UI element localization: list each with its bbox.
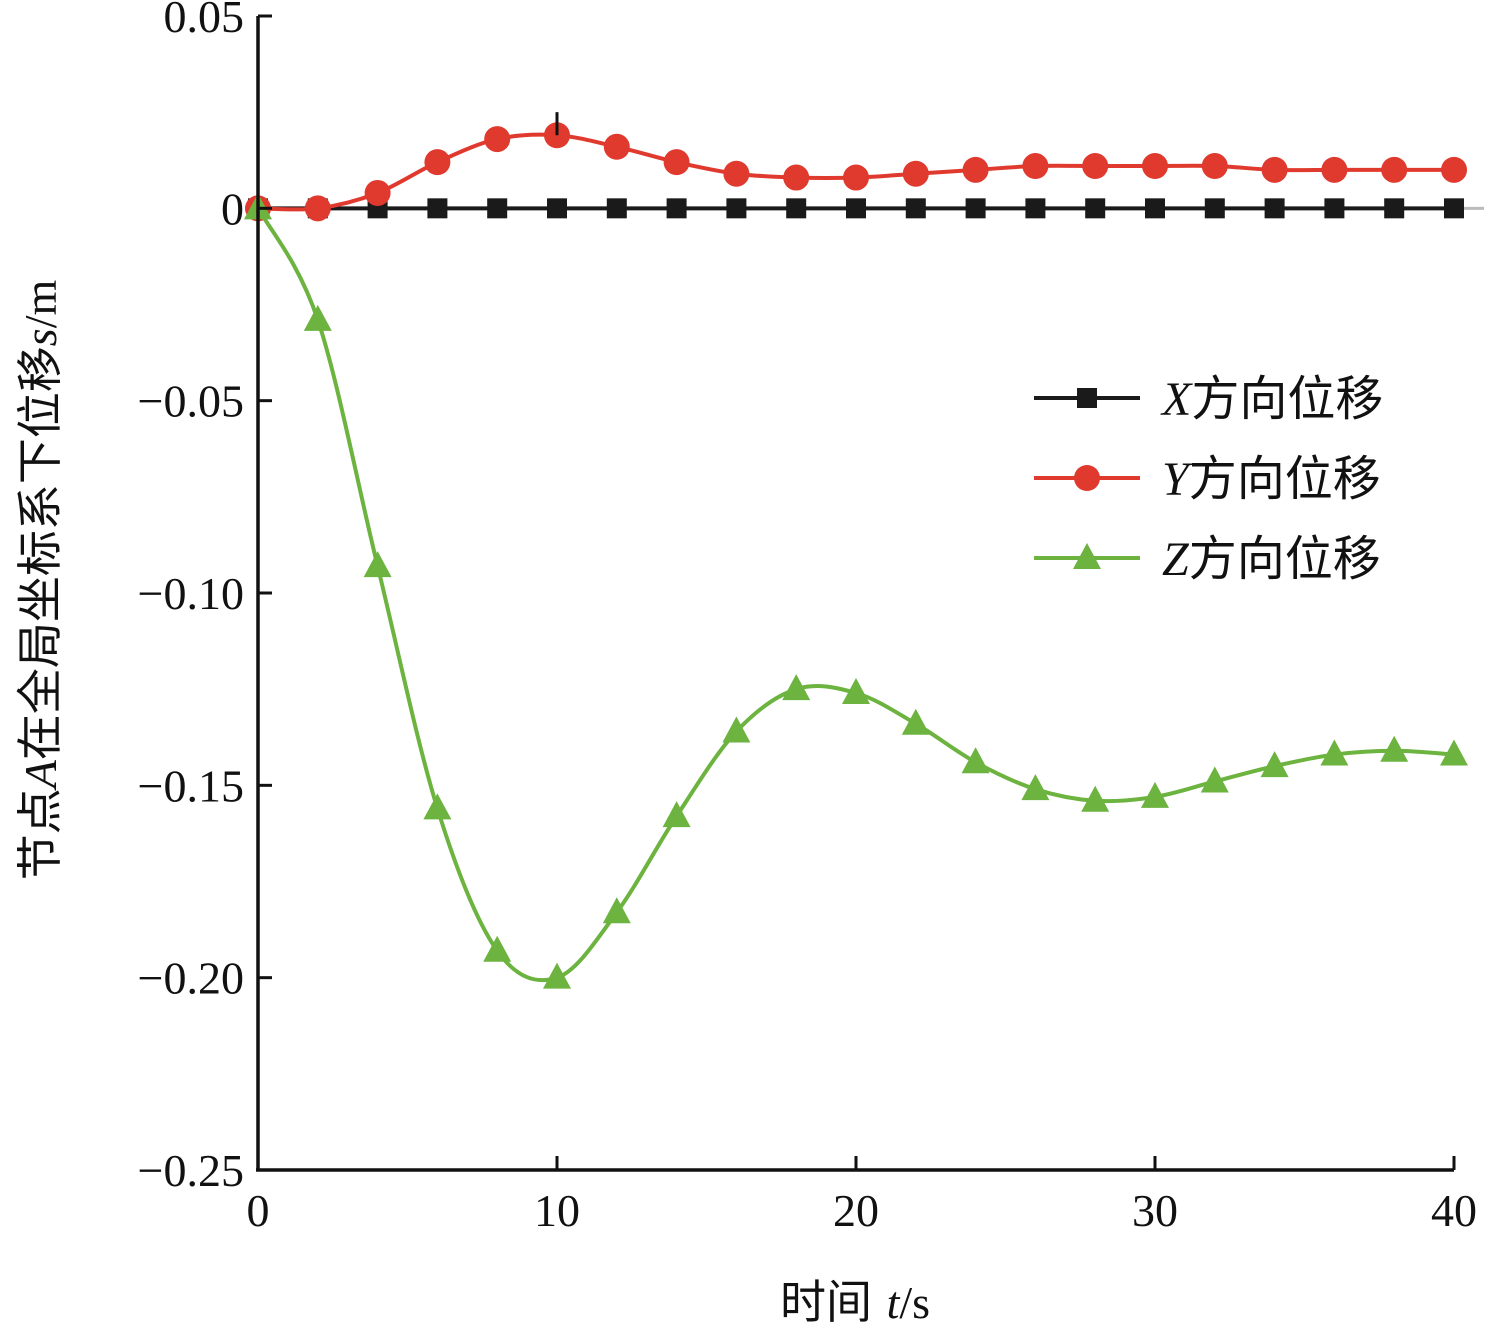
series-line xyxy=(256,207,1455,983)
legend: X方向位移 Y方向位移 Z方向位移 xyxy=(1034,371,1383,587)
legend-marker xyxy=(1074,465,1100,491)
data-point xyxy=(1021,774,1050,801)
data-point xyxy=(483,935,512,962)
y-axis-title: 节点A在全局坐标系下位移s/m xyxy=(13,279,67,880)
data-point xyxy=(905,198,926,219)
legend-label: X方向位移 xyxy=(1160,371,1383,427)
data-point xyxy=(364,179,391,206)
data-point xyxy=(783,164,810,191)
data-point xyxy=(484,126,511,153)
ticks: 0.050−0.05−0.10−0.15−0.20−0.250 10 20 30 40 xyxy=(138,0,1477,1236)
data-point xyxy=(962,156,989,183)
series-z xyxy=(244,193,1468,989)
y-tick-label: −0.20 xyxy=(138,953,244,1004)
data-point xyxy=(1201,153,1228,180)
data-point xyxy=(843,164,869,191)
data-point xyxy=(1324,198,1345,219)
data-point xyxy=(965,198,986,219)
data-point xyxy=(1142,153,1168,180)
data-point xyxy=(1264,198,1285,219)
data-point xyxy=(1081,785,1110,812)
legend-marker xyxy=(1077,388,1097,408)
data-point xyxy=(1444,198,1464,219)
data-point xyxy=(901,708,930,735)
y-tick-label: −0.05 xyxy=(138,376,244,427)
data-point xyxy=(786,198,807,219)
data-point xyxy=(603,133,630,160)
series-x xyxy=(248,198,1464,219)
data-point xyxy=(666,198,687,219)
data-point xyxy=(427,198,448,219)
data-point xyxy=(1204,198,1225,219)
data-point xyxy=(547,198,567,219)
data-point xyxy=(1145,198,1165,219)
legend-item-z: Z方向位移 xyxy=(1034,531,1381,587)
data-point xyxy=(1261,156,1288,183)
x-tick-label: 20 xyxy=(833,1185,879,1236)
series-layer xyxy=(244,122,1468,989)
data-point xyxy=(1082,153,1109,180)
data-point xyxy=(662,801,691,828)
y-tick-label: 0 xyxy=(221,183,244,234)
x-tick-label: 40 xyxy=(1431,1185,1477,1236)
data-point xyxy=(304,195,331,222)
data-point xyxy=(363,551,392,578)
data-point xyxy=(726,198,747,219)
data-point xyxy=(487,198,508,219)
data-point xyxy=(961,747,990,774)
legend-label: Y方向位移 xyxy=(1162,451,1381,507)
data-point xyxy=(842,678,870,705)
data-point xyxy=(1441,156,1467,183)
data-point xyxy=(723,160,750,187)
data-point xyxy=(606,198,627,219)
x-tick-label: 10 xyxy=(534,1185,580,1236)
data-point xyxy=(1320,739,1349,766)
data-point xyxy=(1085,198,1106,219)
y-tick-label: −0.25 xyxy=(138,1145,244,1196)
data-point xyxy=(1200,766,1229,793)
data-point xyxy=(1380,735,1409,762)
x-tick-label: 30 xyxy=(1132,1185,1178,1236)
data-point xyxy=(1384,198,1405,219)
data-point xyxy=(663,149,690,176)
data-point xyxy=(1025,198,1046,219)
y-tick-label: −0.15 xyxy=(138,760,244,811)
legend-item-x: X方向位移 xyxy=(1034,371,1383,427)
x-axis-title: 时间 t/s xyxy=(780,1275,930,1329)
data-point xyxy=(1260,751,1289,778)
legend-label: Z方向位移 xyxy=(1162,531,1381,587)
data-point xyxy=(423,793,452,820)
series-y xyxy=(245,122,1467,222)
data-point xyxy=(1141,781,1169,808)
y-tick-label: 0.05 xyxy=(164,0,245,42)
legend-item-y: Y方向位移 xyxy=(1034,451,1381,507)
data-point xyxy=(846,198,866,219)
data-point xyxy=(1381,156,1408,183)
data-point xyxy=(424,149,451,176)
data-point xyxy=(902,160,929,187)
data-point xyxy=(543,962,571,989)
legend-marker xyxy=(1073,543,1101,569)
data-point xyxy=(1321,156,1348,183)
x-tick-label: 0 xyxy=(247,1185,270,1236)
data-point xyxy=(722,716,751,743)
data-point xyxy=(1440,739,1468,766)
data-point xyxy=(602,897,631,924)
data-point xyxy=(1022,153,1049,180)
data-point xyxy=(303,304,332,331)
data-point xyxy=(782,674,811,701)
y-tick-label: −0.10 xyxy=(138,568,244,619)
